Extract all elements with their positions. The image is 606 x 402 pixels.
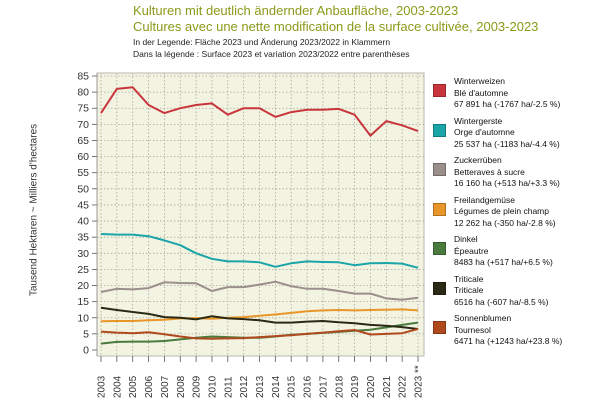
legend-legend-value: 12 262 ha (-350 ha/-2.8 %)	[454, 217, 556, 228]
legend-item: Sonnenblumen Tournesol 6471 ha (+1243 ha/+…	[429, 313, 604, 353]
legend-name-de: Triticale	[454, 273, 484, 284]
y-tick-label: 55	[77, 167, 89, 179]
legend-swatch	[433, 202, 446, 216]
chart-subtitle-fr: Dans la légende : Surface 2023 et variat…	[133, 49, 410, 59]
legend-text: Freilandgemüse Légumes de plein champ 12 2…	[454, 195, 556, 230]
x-tick-label: 2006	[144, 375, 155, 398]
y-tick-label: 80	[77, 87, 89, 99]
x-tick-label: 2003	[97, 375, 108, 398]
x-tick-label: 2020	[366, 375, 377, 398]
y-tick-label: 70	[77, 119, 89, 131]
legend-text: Zuckerrüben Betteraves à sucre 16 160 ha (…	[454, 155, 560, 190]
x-tick-label: 2005	[128, 375, 139, 398]
y-tick-label: 15	[77, 296, 89, 308]
chart-subtitle-de: In der Legende: Fläche 2023 und Änderung…	[133, 37, 391, 47]
series-line-triticale	[100, 306, 419, 330]
legend: Winterweizen Blé d'automne 67 891 ha (-176…	[429, 76, 604, 353]
legend-swatch	[433, 84, 446, 97]
x-tick-label: 2012	[239, 375, 250, 398]
legend-legend-value: 25 537 ha (-1183 ha/-4.4 %)	[454, 138, 560, 149]
y-tick-label: 25	[77, 264, 89, 276]
x-tick-label: 2023 **	[414, 365, 425, 398]
legend-name-fr: Triticale	[454, 285, 484, 295]
legend-name-de: Zuckerrüben	[454, 155, 502, 165]
legend-name-fr: Tournesol	[454, 324, 491, 335]
x-tick-label: 2014	[271, 375, 282, 398]
legend-item: Wintergerste Orge d'automne 25 537 ha (-11…	[429, 116, 604, 156]
legend-item: Zuckerrüben Betteraves à sucre 16 160 ha (…	[429, 155, 604, 195]
legend-item: Freilandgemüse Légumes de plein champ 12 2…	[429, 195, 604, 235]
x-tick-label: 2011	[223, 376, 234, 398]
chart-title-de: Kulturen mit deutlich ändernder Anbauflä…	[133, 3, 459, 18]
series-line-freilandgemüse	[100, 308, 419, 323]
y-tick-label: 50	[77, 183, 89, 195]
legend-legend-value: 8483 ha (+517 ha/+6.5 %)	[454, 257, 553, 267]
legend-legend-value: 67 891 ha (-1767 ha/-2.5 %)	[454, 99, 561, 109]
y-tick-label: 45	[77, 199, 89, 211]
x-tick-label: 2022	[398, 375, 409, 398]
legend-text: Winterweizen Blé d'automne 67 891 ha (-176…	[454, 76, 560, 111]
x-tick-label: 2021	[382, 375, 393, 398]
y-tick-label: 5	[83, 328, 89, 340]
y-tick-label: 20	[77, 280, 89, 292]
legend-name-fr: Légumes de plein champ	[454, 206, 549, 216]
legend-text: Triticale Triticale 6516 ha (-607 ha/-8.5 …	[454, 274, 549, 309]
legend-text: Sonnenblumen Tournesol 6471 ha (+1243 ha/+…	[454, 313, 562, 348]
x-tick-label: 2004	[112, 375, 123, 398]
y-tick-label: 75	[77, 103, 89, 115]
x-tick-label: 2010	[207, 375, 218, 398]
y-tick-label: 10	[77, 312, 89, 324]
legend-name-fr: Épeautre	[454, 245, 489, 256]
legend-swatch	[433, 321, 446, 334]
y-tick-label: 30	[77, 248, 89, 260]
legend-name-de: Winterweizen	[454, 76, 506, 86]
series-line-winterweizen	[100, 86, 419, 137]
y-tick-label: 60	[77, 151, 89, 163]
legend-name-de: Sonnenblumen	[454, 313, 512, 323]
x-tick-label: 2018	[334, 375, 345, 398]
x-tick-label: 2008	[176, 375, 187, 398]
legend-item: Dinkel Épeautre 8483 ha (+517 ha/+6.5 %)	[429, 234, 604, 274]
x-tick-label: 2007	[160, 375, 171, 398]
y-tick-label: 65	[77, 135, 89, 147]
x-tick-label: 2013	[255, 375, 266, 398]
legend-name-fr: Blé d'automne	[454, 87, 509, 98]
legend-name-de: Dinkel	[454, 234, 478, 244]
plot-area	[96, 72, 425, 357]
legend-legend-value: 6471 ha (+1243 ha/+23.8 %)	[454, 336, 563, 346]
legend-swatch	[433, 163, 446, 176]
y-tick-label: 35	[77, 232, 89, 244]
x-tick-label: 2009	[192, 375, 203, 398]
legend-swatch	[433, 123, 446, 137]
series-line-sonnenblumen	[100, 328, 419, 340]
legend-text: Dinkel Épeautre 8483 ha (+517 ha/+6.5 %)	[454, 234, 553, 269]
x-tick-label: 2015	[287, 375, 298, 398]
x-tick-label: 2016	[303, 375, 314, 398]
legend-swatch	[433, 281, 446, 295]
legend-item: Winterweizen Blé d'automne 67 891 ha (-176…	[429, 76, 604, 116]
legend-item: Triticale Triticale 6516 ha (-607 ha/-8.5 …	[429, 274, 604, 314]
chart-title-fr: Cultures avec une nette modification de …	[133, 19, 539, 34]
y-tick-label: 85	[77, 71, 89, 83]
legend-name-de: Wintergerste	[454, 115, 503, 126]
legend-legend-value: 6516 ha (-607 ha/-8.5 %)	[454, 296, 549, 307]
series-line-wintergerste	[100, 233, 419, 269]
x-tick-label: 2017	[318, 375, 329, 398]
legend-text: Wintergerste Orge d'automne 25 537 ha (-11…	[454, 116, 560, 151]
legend-legend-value: 16 160 ha (+513 ha/+3.3 %)	[454, 178, 560, 188]
y-tick-label: 0	[83, 345, 89, 357]
series-line-zuckerrüben	[100, 280, 419, 301]
x-tick-label: 2019	[350, 375, 361, 398]
legend-name-fr: Betteraves à sucre	[454, 166, 525, 177]
legend-swatch	[433, 242, 446, 255]
legend-name-de: Freilandgemüse	[454, 194, 515, 205]
legend-name-fr: Orge d'automne	[454, 127, 515, 137]
y-tick-label: 40	[77, 216, 89, 228]
